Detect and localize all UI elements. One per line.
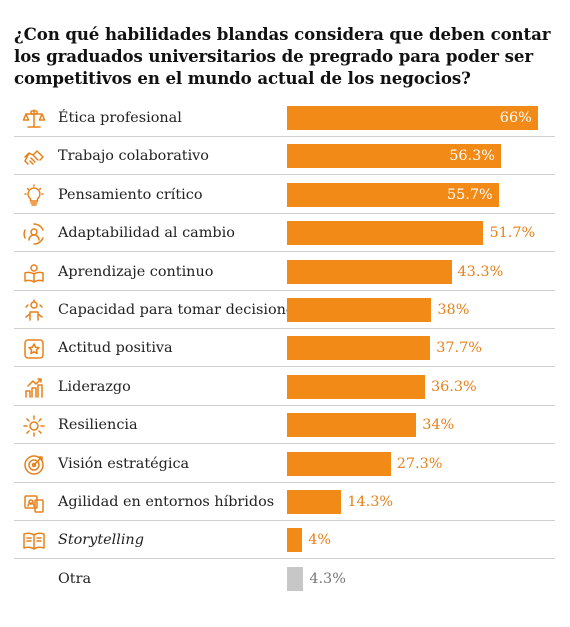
row-divider [14, 443, 555, 445]
adaptability-icon [22, 222, 46, 246]
chart-row: Storytelling 4% [14, 521, 555, 560]
chart-title: ¿Con qué habilidades blandas considera q… [14, 24, 551, 88]
category-label: Aprendizaje continuo [58, 263, 214, 280]
value-label: 36.3% [430, 378, 477, 395]
category-label: Actitud positiva [58, 340, 173, 357]
row-divider [14, 212, 555, 214]
value-label: 43.3% [457, 263, 504, 280]
bar [287, 106, 538, 130]
value-label: 14.3% [347, 494, 394, 510]
bar [287, 221, 484, 246]
value-label: 4% [308, 532, 332, 549]
category-label: Pensamiento crítico [58, 186, 203, 203]
value-label: 34% [422, 417, 455, 434]
row-divider [14, 366, 555, 368]
open-book-icon [22, 529, 46, 553]
row-divider [14, 404, 555, 406]
row-divider [14, 481, 555, 483]
lightbulb-icon [22, 184, 46, 208]
bar [287, 451, 391, 476]
bar [287, 144, 501, 169]
chart-row: Agilidad en entornos híbridos 14.3% [14, 483, 555, 521]
row-divider [14, 289, 555, 291]
star-badge-icon [22, 337, 46, 361]
chart-row: Visión estratégica 27.3% [14, 445, 555, 483]
category-label: Storytelling [58, 532, 144, 549]
category-label: Visión estratégica [58, 455, 190, 472]
row-divider [14, 251, 555, 253]
handshake-icon [22, 145, 46, 169]
chart-row: Pensamiento crítico 55.7% [14, 176, 555, 214]
target-icon [22, 453, 46, 477]
bar [287, 413, 417, 438]
value-label: 37.7% [436, 340, 482, 357]
chart-row: Adaptabilidad al cambio 51.7% [14, 214, 555, 253]
row-divider [14, 174, 555, 176]
leadership-icon [22, 376, 46, 400]
category-label: Liderazgo [58, 378, 131, 395]
hybrid-devices-icon [22, 491, 46, 515]
chart-row: Aprendizaje continuo 43.3% [14, 253, 555, 291]
category-label: Capacidad para tomar decisiones [58, 302, 302, 318]
bar [287, 182, 499, 207]
bar [287, 374, 425, 399]
value-label: 51.7% [489, 225, 536, 242]
scales-icon [22, 107, 46, 131]
category-label: Agilidad en entornos híbridos [58, 494, 275, 510]
value-label: 38% [437, 302, 470, 318]
chart-row: Ética profesional 66% [14, 99, 555, 137]
bar [287, 528, 303, 553]
row-divider [14, 136, 555, 137]
row-divider [14, 520, 555, 521]
chart-row: Resiliencia 34% [14, 406, 555, 445]
category-label: Otra [58, 570, 92, 587]
value-label: 27.3% [396, 455, 443, 472]
bar [287, 490, 342, 514]
value-label: 66% [499, 110, 532, 126]
row-divider [14, 558, 555, 560]
bar [287, 336, 431, 361]
bar [287, 259, 452, 284]
chart-row: Actitud positiva 37.7% [14, 329, 555, 368]
chart-row: Otra 4.3% [14, 560, 555, 598]
chart-row: Capacidad para tomar decisiones 38% [14, 291, 555, 329]
book-reader-icon [22, 261, 46, 285]
category-label: Adaptabilidad al cambio [58, 225, 235, 242]
chart-row: Liderazgo 36.3% [14, 368, 555, 406]
category-label: Trabajo colaborativo [58, 148, 209, 165]
row-divider [14, 328, 555, 329]
bar [287, 566, 304, 591]
bar [287, 298, 432, 322]
value-label: 4.3% [309, 570, 346, 587]
value-label: 55.7% [446, 186, 493, 203]
resilience-gear-icon [22, 414, 46, 438]
category-label: Ética profesional [58, 110, 182, 126]
category-label: Resiliencia [58, 417, 138, 434]
value-label: 56.3% [449, 148, 495, 165]
chart-row: Trabajo colaborativo 56.3% [14, 137, 555, 176]
decision-person-icon [22, 299, 46, 323]
